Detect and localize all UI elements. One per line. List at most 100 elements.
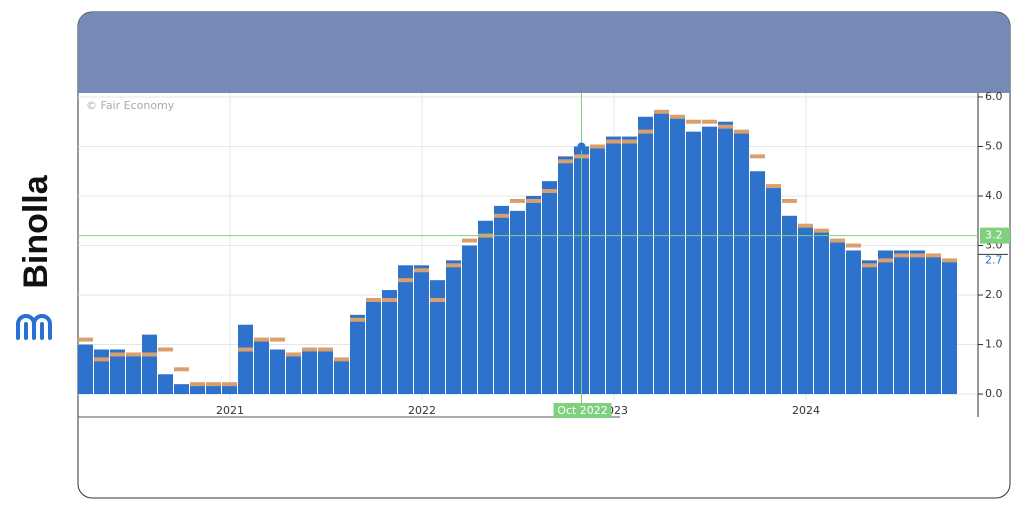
forecast-marker <box>174 367 189 372</box>
bar <box>526 195 541 395</box>
forecast-marker <box>862 263 877 268</box>
forecast-marker <box>750 154 765 159</box>
forecast-marker <box>382 297 397 302</box>
bar <box>846 250 861 395</box>
forecast-marker <box>254 337 269 342</box>
forecast-marker <box>222 382 237 387</box>
bar <box>734 131 749 395</box>
bar <box>78 344 93 395</box>
forecast-marker <box>414 268 429 273</box>
bar <box>766 186 781 395</box>
forecast-marker <box>766 184 781 189</box>
bar <box>542 181 557 395</box>
forecast-marker <box>462 238 477 243</box>
bar <box>750 171 765 395</box>
bar <box>654 111 669 395</box>
bar <box>910 250 925 395</box>
crosshair-y-label: 3.2 <box>985 229 1003 242</box>
forecast-marker <box>782 198 797 203</box>
forecast-marker <box>318 347 333 352</box>
forecast-marker <box>926 253 941 258</box>
crosshair-point <box>577 142 586 151</box>
bar <box>286 354 301 395</box>
x-tick-label: 2021 <box>216 404 244 417</box>
bar <box>926 255 941 395</box>
forecast-marker <box>366 297 381 302</box>
crosshair-y-label-bg <box>980 227 1010 244</box>
forecast-marker <box>734 129 749 134</box>
forecast-marker <box>270 337 285 342</box>
bar <box>830 240 845 395</box>
bar <box>494 205 509 395</box>
forecast-marker <box>846 243 861 248</box>
logo-icon <box>16 314 52 340</box>
forecast-marker <box>238 347 253 352</box>
forecast-marker <box>830 238 845 243</box>
bar <box>606 136 621 395</box>
forecast-marker <box>398 278 413 283</box>
forecast-marker <box>910 253 925 258</box>
bar <box>318 349 333 395</box>
forecast-marker <box>798 223 813 228</box>
bar <box>206 384 221 395</box>
forecast-marker <box>350 317 365 322</box>
y-tick-label: 5.0 <box>985 139 1003 152</box>
bar <box>462 245 477 395</box>
forecast-marker <box>334 357 349 362</box>
bar <box>414 265 429 395</box>
forecast-marker <box>446 263 461 268</box>
y-tick-label: 1.0 <box>985 338 1003 351</box>
forecast-marker <box>78 337 93 342</box>
bar <box>718 121 733 395</box>
bar <box>158 374 173 395</box>
forecast-marker <box>430 297 445 302</box>
brand: Binolla <box>17 174 55 288</box>
forecast-marker <box>622 139 637 144</box>
forecast-marker <box>702 119 717 124</box>
bar <box>110 349 125 395</box>
forecast-marker <box>510 198 525 203</box>
forecast-marker <box>654 109 669 114</box>
bar <box>222 384 237 395</box>
y-tick-label: 0.0 <box>985 387 1003 400</box>
watermark: © Fair Economy <box>86 99 175 112</box>
forecast-marker <box>638 129 653 134</box>
forecast-marker <box>206 382 221 387</box>
header-band <box>78 12 1010 93</box>
bar <box>798 225 813 395</box>
forecast-marker <box>942 258 957 263</box>
bar <box>190 384 205 395</box>
crosshair-x-label: Oct 2022 <box>557 404 608 417</box>
crosshair-x-label-bg <box>553 403 612 418</box>
forecast-marker <box>126 352 141 357</box>
forecast-marker <box>718 124 733 129</box>
forecast-marker <box>670 114 685 119</box>
forecast-marker <box>606 139 621 144</box>
bar <box>478 220 493 395</box>
forecast-marker <box>686 119 701 124</box>
bar <box>702 126 717 395</box>
logo: Binolla <box>16 174 55 340</box>
bar <box>270 349 285 395</box>
forecast-marker <box>558 159 573 164</box>
bar <box>894 250 909 395</box>
bar <box>942 260 957 395</box>
forecast-marker <box>110 352 125 357</box>
forecast-marker <box>302 347 317 352</box>
bar <box>174 384 189 395</box>
x-tick-label: 2024 <box>792 404 820 417</box>
bar <box>142 334 157 395</box>
forecast-marker <box>286 352 301 357</box>
forecast-marker <box>542 189 557 194</box>
bar <box>366 299 381 395</box>
forecast-marker <box>142 352 157 357</box>
x-tick-label: 2022 <box>408 404 436 417</box>
forecast-marker <box>894 253 909 258</box>
forecast-marker <box>190 382 205 387</box>
y-tick-label: 2.0 <box>985 288 1003 301</box>
bar <box>238 324 253 395</box>
bar <box>670 116 685 395</box>
forecast-marker <box>526 198 541 203</box>
